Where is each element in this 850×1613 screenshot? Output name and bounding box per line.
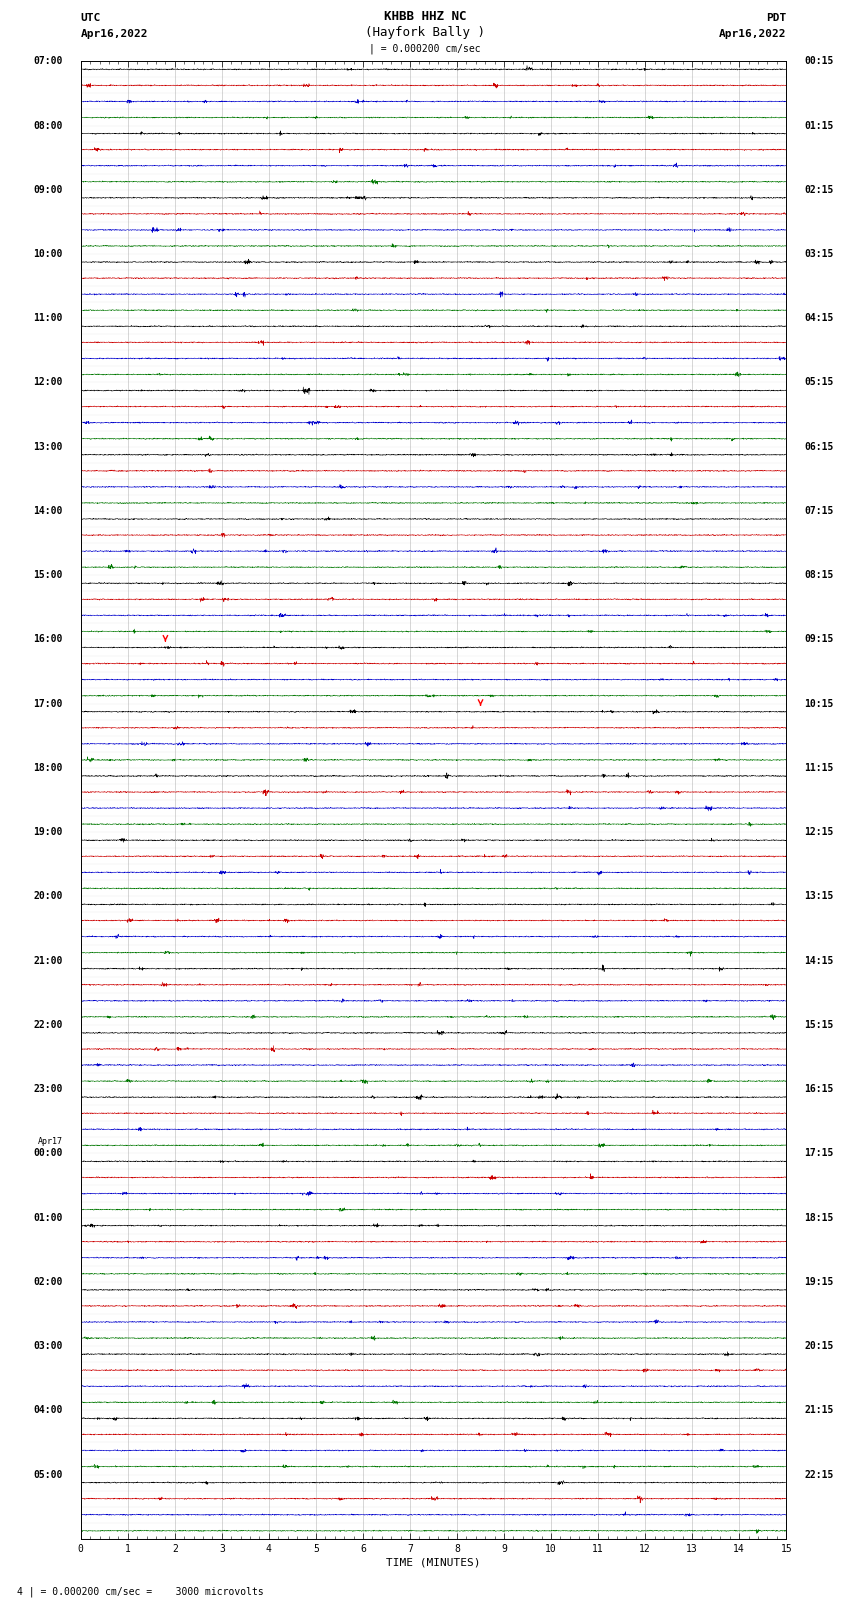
Text: 10:00: 10:00 (33, 248, 63, 260)
Text: (Hayfork Bally ): (Hayfork Bally ) (365, 26, 485, 39)
Text: 11:15: 11:15 (804, 763, 834, 773)
Text: 15:00: 15:00 (33, 571, 63, 581)
Text: 22:15: 22:15 (804, 1469, 834, 1479)
Text: 03:15: 03:15 (804, 248, 834, 260)
Text: 12:15: 12:15 (804, 827, 834, 837)
Text: 02:00: 02:00 (33, 1277, 63, 1287)
Text: 09:00: 09:00 (33, 185, 63, 195)
Text: 14:15: 14:15 (804, 955, 834, 966)
Text: 11:00: 11:00 (33, 313, 63, 323)
Text: 18:00: 18:00 (33, 763, 63, 773)
Text: 05:15: 05:15 (804, 377, 834, 387)
Text: 04:00: 04:00 (33, 1405, 63, 1415)
Text: 17:15: 17:15 (804, 1148, 834, 1158)
Text: 20:00: 20:00 (33, 892, 63, 902)
Text: 22:00: 22:00 (33, 1019, 63, 1029)
Text: 02:15: 02:15 (804, 185, 834, 195)
Text: 00:00: 00:00 (33, 1148, 63, 1158)
Text: 16:15: 16:15 (804, 1084, 834, 1094)
Text: 04:15: 04:15 (804, 313, 834, 323)
Text: 16:00: 16:00 (33, 634, 63, 645)
Text: Apr17: Apr17 (38, 1137, 63, 1145)
Text: Apr16,2022: Apr16,2022 (719, 29, 786, 39)
Text: 05:00: 05:00 (33, 1469, 63, 1479)
Text: 13:15: 13:15 (804, 892, 834, 902)
Text: 21:00: 21:00 (33, 955, 63, 966)
X-axis label: TIME (MINUTES): TIME (MINUTES) (386, 1558, 481, 1568)
Text: 06:15: 06:15 (804, 442, 834, 452)
Text: PDT: PDT (766, 13, 786, 23)
Text: 19:00: 19:00 (33, 827, 63, 837)
Text: 09:15: 09:15 (804, 634, 834, 645)
Text: 23:00: 23:00 (33, 1084, 63, 1094)
Text: 03:00: 03:00 (33, 1340, 63, 1352)
Text: | = 0.000200 cm/sec: | = 0.000200 cm/sec (369, 44, 481, 55)
Text: 07:00: 07:00 (33, 56, 63, 66)
Text: 01:00: 01:00 (33, 1213, 63, 1223)
Text: 10:15: 10:15 (804, 698, 834, 708)
Text: 01:15: 01:15 (804, 121, 834, 131)
Text: 08:15: 08:15 (804, 571, 834, 581)
Text: 00:15: 00:15 (804, 56, 834, 66)
Text: 19:15: 19:15 (804, 1277, 834, 1287)
Text: 13:00: 13:00 (33, 442, 63, 452)
Text: UTC: UTC (81, 13, 101, 23)
Text: 14:00: 14:00 (33, 506, 63, 516)
Text: 07:15: 07:15 (804, 506, 834, 516)
Text: 08:00: 08:00 (33, 121, 63, 131)
Text: 12:00: 12:00 (33, 377, 63, 387)
Text: 4 | = 0.000200 cm/sec =    3000 microvolts: 4 | = 0.000200 cm/sec = 3000 microvolts (17, 1586, 264, 1597)
Text: Apr16,2022: Apr16,2022 (81, 29, 148, 39)
Text: 17:00: 17:00 (33, 698, 63, 708)
Text: 21:15: 21:15 (804, 1405, 834, 1415)
Text: 18:15: 18:15 (804, 1213, 834, 1223)
Text: 20:15: 20:15 (804, 1340, 834, 1352)
Text: KHBB HHZ NC: KHBB HHZ NC (383, 10, 467, 23)
Text: 15:15: 15:15 (804, 1019, 834, 1029)
